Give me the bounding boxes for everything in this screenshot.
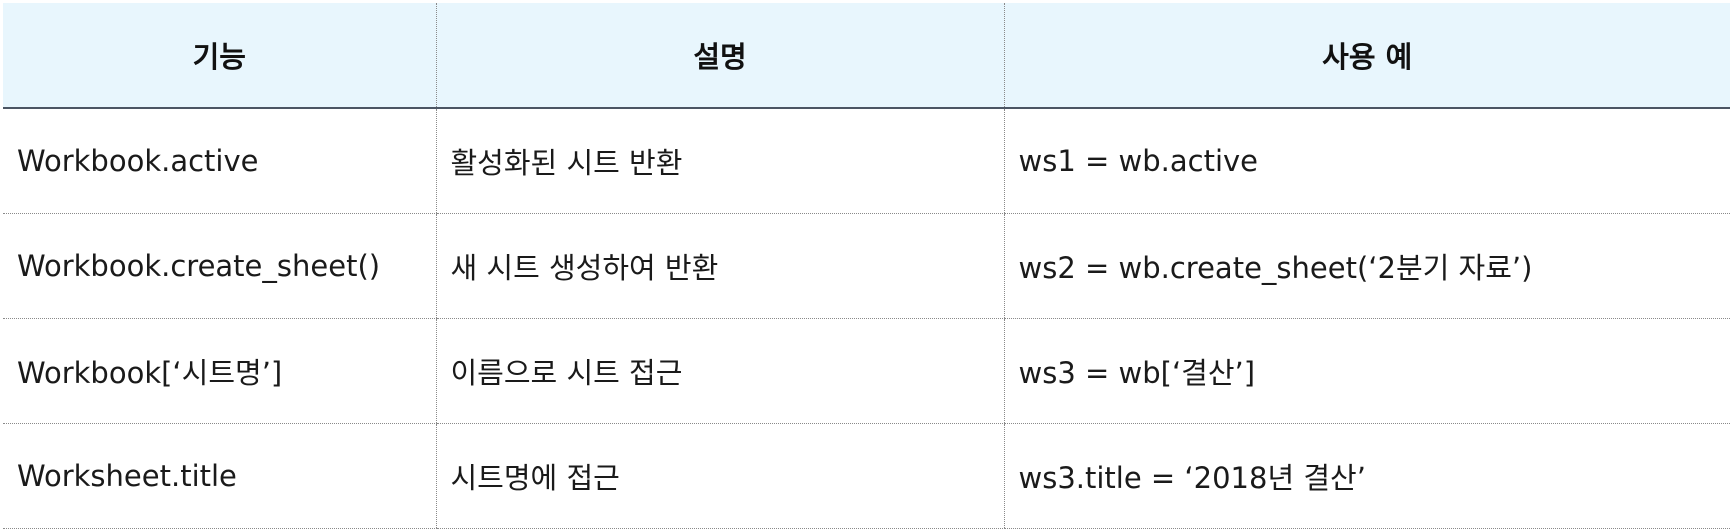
description-cell: 이름으로 시트 접근 [435,318,1004,424]
feature-cell: Worksheet.title [3,423,436,529]
usage-example-cell: ws3 = wb[‘결산’] [1003,318,1730,424]
header-usage-example: 사용 예 [1003,3,1730,109]
table-row: Workbook[‘시트명’] 이름으로 시트 접근 ws3 = wb[‘결산’… [3,318,1730,424]
usage-example-cell: ws1 = wb.active [1003,108,1730,214]
table-row: Worksheet.title 시트명에 접근 ws3.title = ‘201… [3,423,1730,529]
usage-example-cell: ws2 = wb.create_sheet(‘2분기 자료’) [1003,213,1730,319]
description-cell: 새 시트 생성하여 반환 [435,213,1004,319]
description-cell: 활성화된 시트 반환 [435,108,1004,214]
description-cell: 시트명에 접근 [435,423,1004,529]
feature-cell: Workbook[‘시트명’] [3,318,436,424]
feature-cell: Workbook.active [3,108,436,214]
table-header-row: 기능 설명 사용 예 [3,3,1730,109]
feature-cell: Workbook.create_sheet() [3,213,436,319]
table-row: Workbook.create_sheet() 새 시트 생성하여 반환 ws2… [3,213,1730,319]
header-description: 설명 [435,3,1004,109]
usage-example-cell: ws3.title = ‘2018년 결산’ [1003,423,1730,529]
api-reference-table: 기능 설명 사용 예 Workbook.active 활성화된 시트 반환 ws… [3,3,1730,529]
table-row: Workbook.active 활성화된 시트 반환 ws1 = wb.acti… [3,108,1730,214]
header-feature: 기능 [3,3,436,109]
